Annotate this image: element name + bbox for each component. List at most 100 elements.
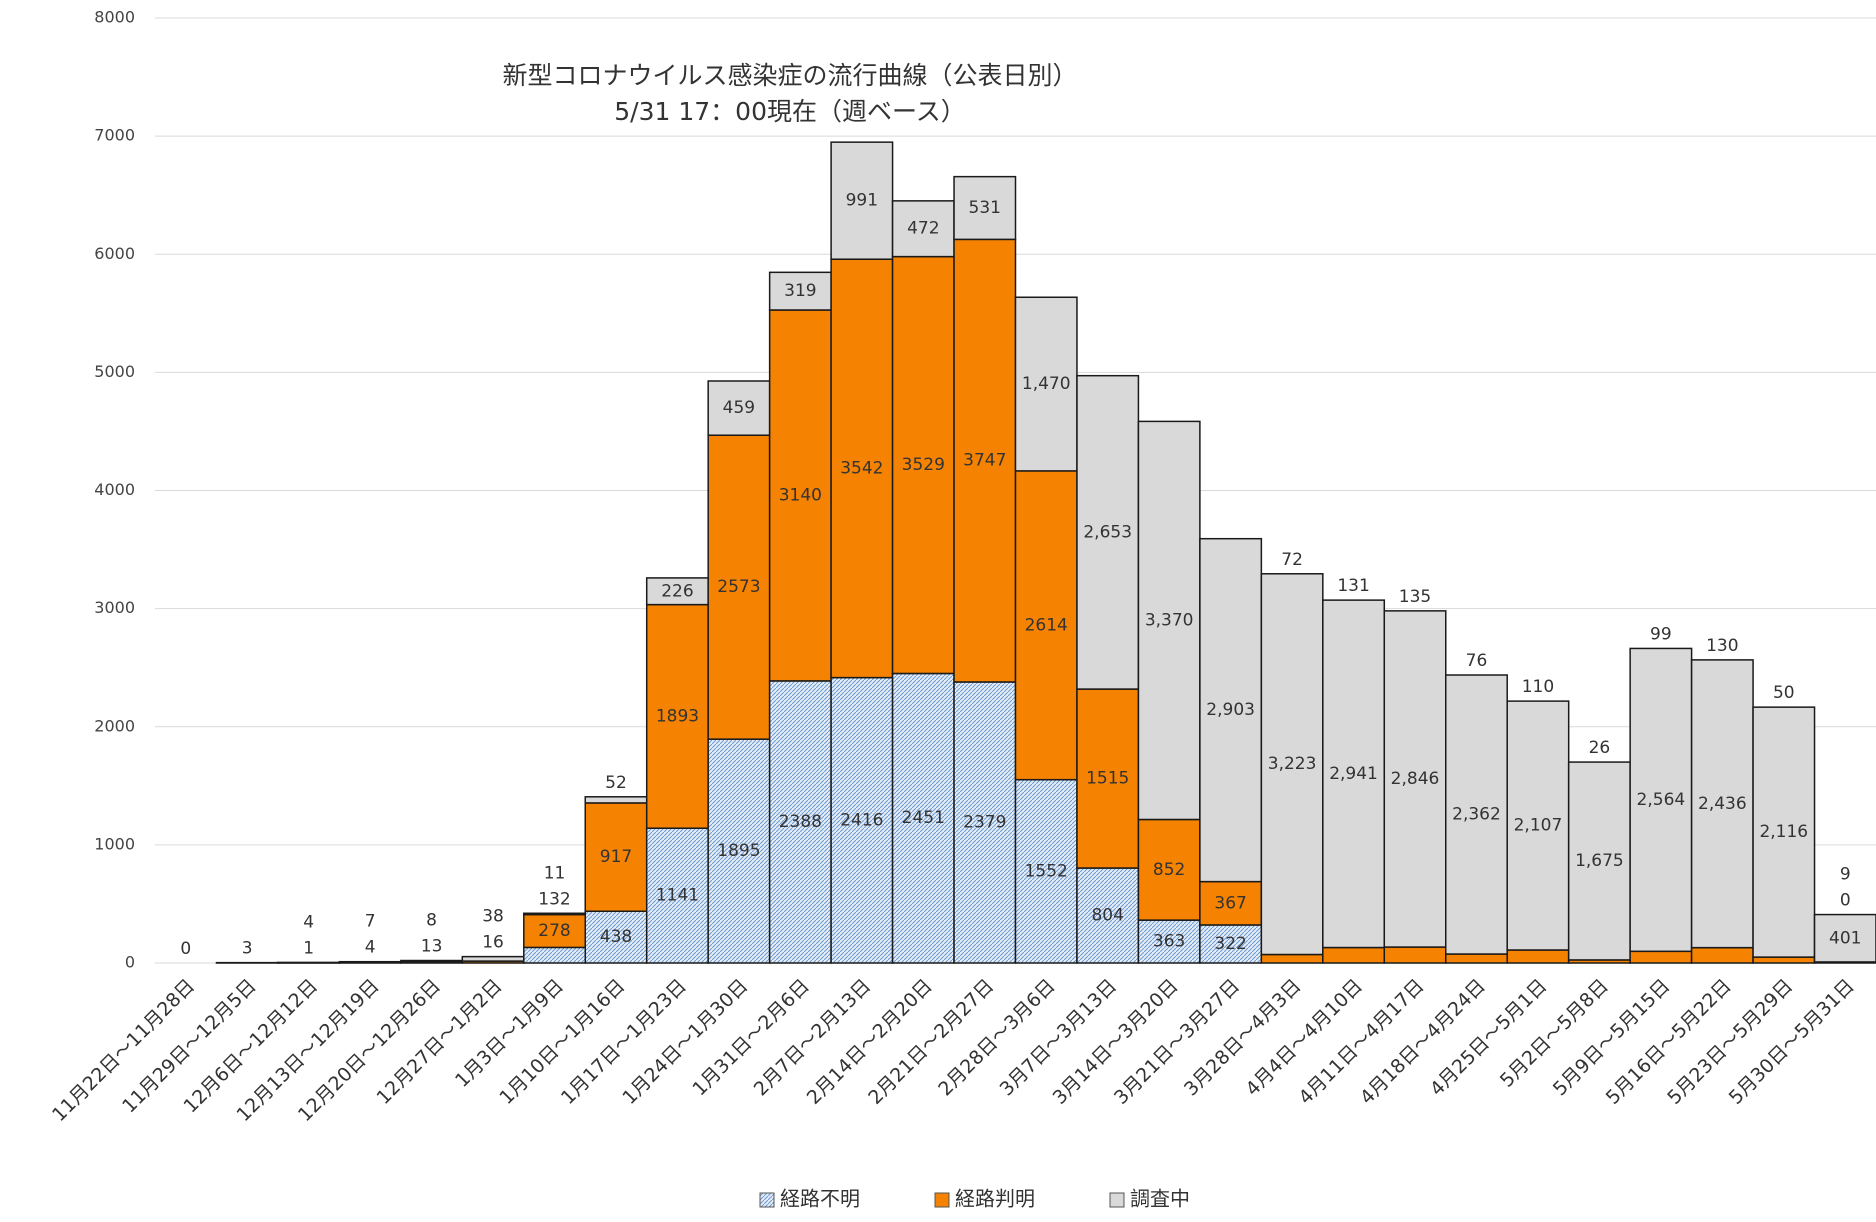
value-label: 3,223 (1268, 754, 1317, 774)
value-label: 50 (1773, 683, 1795, 703)
value-label: 9 (1840, 865, 1851, 885)
bar-segment (1446, 954, 1507, 963)
x-tick-label: 2月7日～2月13日 (750, 975, 875, 1100)
value-label: 0 (180, 939, 191, 959)
x-tick-label: 5月2日～5月8日 (1496, 975, 1613, 1092)
value-label: 2614 (1025, 615, 1068, 635)
value-label: 38 (482, 907, 504, 927)
value-label: 110 (1522, 677, 1554, 697)
value-label: 401 (1829, 928, 1861, 948)
value-label: 2573 (717, 577, 760, 597)
value-label: 1141 (656, 886, 699, 906)
x-tick-label: 4月25日～5月1日 (1426, 975, 1551, 1100)
value-label: 2,116 (1759, 822, 1808, 842)
value-label: 1895 (717, 841, 760, 861)
value-label: 3140 (779, 485, 822, 505)
value-label: 1893 (656, 706, 699, 726)
value-label: 52 (605, 773, 627, 793)
legend-label: 経路判明 (955, 1187, 1035, 1211)
bar-segment (1323, 948, 1384, 963)
value-label: 991 (846, 191, 878, 211)
bar-segment (1261, 954, 1322, 963)
value-label: 11 (544, 863, 566, 883)
value-label: 472 (907, 219, 939, 239)
value-label: 7 (365, 912, 376, 932)
value-label: 804 (1091, 906, 1123, 926)
value-label: 3 (242, 939, 253, 959)
value-label: 438 (600, 927, 632, 947)
value-label: 367 (1214, 893, 1246, 913)
value-label: 278 (538, 921, 570, 941)
y-tick-label: 3000 (94, 598, 135, 617)
value-label: 2451 (902, 808, 945, 828)
value-label: 2,362 (1452, 805, 1501, 825)
bar-segment (585, 797, 646, 803)
value-label: 72 (1281, 550, 1303, 570)
legend-label: 経路不明 (780, 1187, 860, 1211)
bar-segment (462, 957, 523, 961)
value-label: 0 (1840, 891, 1851, 911)
value-label: 1 (303, 938, 314, 958)
x-tick-label: 2月28日～3月6日 (934, 975, 1059, 1100)
value-label: 4 (365, 938, 376, 958)
y-tick-label: 1000 (94, 834, 135, 853)
value-label: 2,653 (1083, 522, 1132, 542)
x-tick-label: 3月28日～4月3日 (1180, 975, 1305, 1100)
value-label: 3747 (963, 451, 1006, 471)
bar-segment (524, 947, 585, 963)
legend-swatch (760, 1193, 774, 1207)
value-label: 3,370 (1145, 610, 1194, 630)
chart-subtitle: 5/31 17：00現在（週ベース） (614, 97, 965, 126)
value-label: 3529 (902, 455, 945, 475)
value-label: 99 (1650, 624, 1672, 644)
value-label: 1,675 (1575, 851, 1624, 871)
value-label: 13 (421, 937, 443, 957)
value-label: 1552 (1025, 861, 1068, 881)
value-label: 2,107 (1514, 816, 1563, 836)
value-label: 363 (1153, 932, 1185, 952)
y-tick-label: 6000 (94, 244, 135, 263)
value-label: 4 (303, 912, 314, 932)
x-tick-label: 5月9日～5月15日 (1549, 975, 1674, 1100)
value-label: 8 (426, 911, 437, 931)
y-tick-label: 2000 (94, 716, 135, 735)
bar-segment (1630, 951, 1691, 963)
bar-segment (1692, 948, 1753, 963)
x-tick-label: 1月31日～2月6日 (688, 975, 813, 1100)
chart-title: 新型コロナウイルス感染症の流行曲線（公表日別） (502, 61, 1077, 90)
bar-segment (1753, 957, 1814, 963)
x-tick-label: 3月7日～3月13日 (996, 975, 1121, 1100)
value-label: 2,903 (1206, 700, 1255, 720)
value-label: 1,470 (1022, 374, 1071, 394)
x-tick-label: 4月4日～4月10日 (1241, 975, 1366, 1100)
value-label: 16 (482, 933, 504, 953)
y-tick-label: 8000 (94, 8, 135, 27)
value-label: 2,941 (1329, 764, 1378, 784)
value-label: 135 (1399, 587, 1431, 607)
bar-segment (1507, 950, 1568, 963)
value-label: 531 (969, 198, 1001, 218)
value-label: 132 (538, 889, 570, 909)
value-label: 2416 (840, 810, 883, 830)
y-tick-label: 7000 (94, 126, 135, 145)
value-label: 319 (784, 281, 816, 301)
y-tick-label: 0 (125, 953, 135, 972)
value-label: 226 (661, 581, 693, 601)
value-label: 2388 (779, 812, 822, 832)
legend-swatch (1110, 1193, 1124, 1207)
value-label: 3542 (840, 458, 883, 478)
value-label: 131 (1337, 576, 1369, 596)
value-label: 130 (1706, 636, 1738, 656)
x-tick-label: 1月3日～1月9日 (451, 975, 568, 1092)
value-label: 2,564 (1637, 790, 1686, 810)
bar-segment (524, 913, 585, 914)
legend-swatch (935, 1193, 949, 1207)
value-label: 852 (1153, 860, 1185, 880)
value-label: 2,846 (1391, 769, 1440, 789)
value-label: 26 (1589, 738, 1611, 758)
bar-segment (339, 962, 400, 963)
value-label: 2379 (963, 812, 1006, 832)
value-label: 322 (1214, 934, 1246, 954)
bar-segment (401, 961, 462, 962)
